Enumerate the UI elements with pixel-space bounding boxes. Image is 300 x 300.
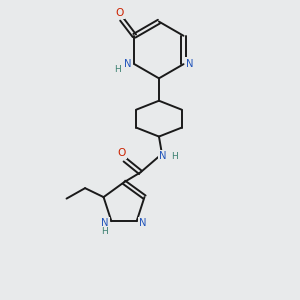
- Text: H: H: [115, 65, 121, 74]
- Text: N: N: [101, 218, 109, 228]
- Text: N: N: [186, 58, 194, 69]
- Text: O: O: [118, 148, 126, 158]
- Text: N: N: [159, 151, 167, 161]
- Text: O: O: [115, 8, 124, 18]
- Text: N: N: [140, 218, 147, 228]
- Text: N: N: [124, 58, 132, 69]
- Text: H: H: [101, 227, 108, 236]
- Text: H: H: [171, 152, 178, 161]
